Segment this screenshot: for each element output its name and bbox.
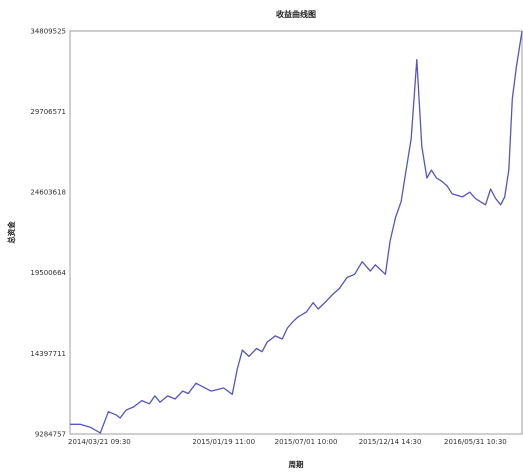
x-tick-labels: 2014/03/21 09:30 2015/01/19 11:00 2015/07/…: [68, 438, 507, 446]
x-axis-title: 周期: [289, 459, 304, 469]
chart-title: 收益曲线图: [276, 9, 316, 19]
y-tick-label: 24603618: [30, 189, 66, 197]
y-tick-label: 34809525: [30, 28, 66, 36]
y-axis-title: 总资金: [6, 221, 16, 244]
x-tick-label: 2015/07/01 10:00: [275, 438, 338, 446]
x-tick-label: 2015/01/19 11:00: [192, 438, 255, 446]
plot-area-border: [69, 30, 523, 435]
y-tick-label: 14397711: [30, 350, 66, 358]
y-tick-label: 29706571: [30, 108, 66, 116]
y-tick-labels: 9284757 14397711 19500664 24603618 29706571 3…: [30, 28, 66, 439]
y-tick-label: 9284757: [35, 431, 66, 439]
x-tick-label: 2016/05/31 10:30: [444, 438, 507, 446]
x-tick-label: 2014/03/21 09:30: [68, 438, 131, 446]
y-tick-label: 19500664: [30, 269, 66, 277]
x-tick-label: 2015/12/14 14:30: [359, 438, 422, 446]
plot-frame: [69, 30, 523, 435]
equity-series-line: [70, 31, 523, 434]
line-layer: [70, 31, 523, 434]
